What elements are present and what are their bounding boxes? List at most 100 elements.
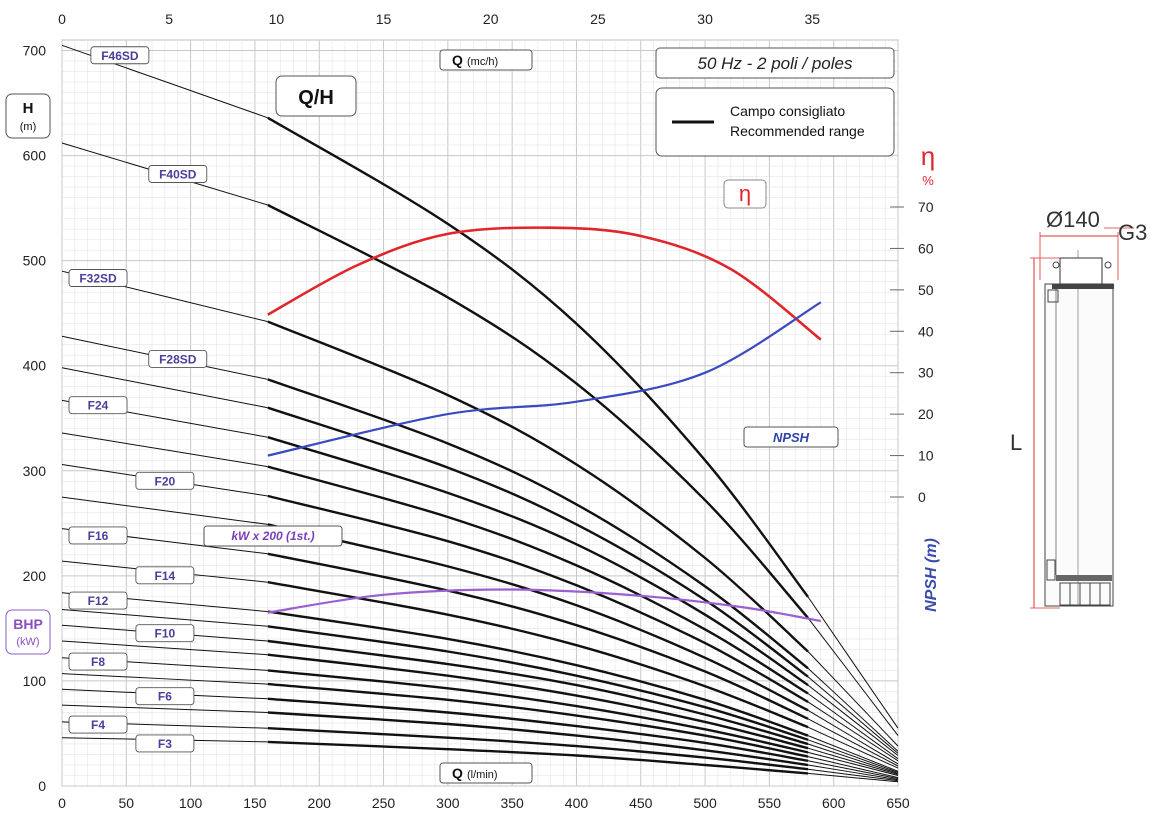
qh-curve-f9-low (61, 640, 268, 656)
y-npsh-label: NPSH (m) (923, 538, 940, 612)
qh-curve-f40sd-high (807, 617, 899, 736)
x-top-tick-label: 5 (165, 11, 173, 27)
qh-curve-f3-high (807, 772, 899, 783)
x-bottom-tick-label: 250 (372, 795, 396, 811)
y-eta-tick-label: 30 (918, 365, 934, 381)
qh-curve-f4-high (807, 768, 899, 782)
qh-curve-f5-high (807, 764, 899, 781)
chart-title: Q/H (298, 87, 334, 109)
y-eta-tick-label: 70 (918, 199, 934, 215)
qh-curve-f7-low (61, 673, 268, 685)
y-left-tick-label: 500 (23, 253, 47, 269)
outlet-label: G3 (1118, 220, 1147, 245)
x-top-tick-label: 20 (483, 11, 499, 27)
qh-curve-f10-high (807, 743, 899, 774)
qh-curve-f3 (267, 740, 809, 775)
y-left-tick-label: 400 (23, 358, 47, 374)
qh-curve-f20-high (807, 701, 899, 762)
series-tag-f10: F10 (155, 627, 176, 641)
legend-line-label-2: Recommended range (730, 123, 865, 139)
y-eta-tick-label: 0 (918, 489, 926, 505)
series-tag-f28sd: F28SD (159, 352, 197, 366)
qh-curve-f6-high (807, 760, 899, 780)
series-tag-f46sd: F46SD (101, 49, 139, 63)
series-tag-f4: F4 (91, 718, 105, 732)
chart-curves (61, 44, 899, 783)
legend-box (655, 87, 895, 157)
qh-curve-f4 (267, 727, 809, 771)
x-bottom-tick-label: 350 (500, 795, 524, 811)
y-eta-tick-label: 20 (918, 406, 934, 422)
x-bottom-tick-label: 650 (886, 795, 910, 811)
x-top-tick-label: 30 (697, 11, 713, 27)
series-tag-box (135, 687, 195, 706)
qh-curve-f32sd-high (807, 651, 899, 747)
qh-curve-f32sd (267, 320, 809, 653)
subtitle-box (655, 47, 895, 79)
series-tag-f3: F3 (158, 737, 172, 751)
eta-curve-tag: η (739, 181, 751, 206)
qh-curve-f11-low (61, 609, 268, 627)
npsh-curve-tag-box (743, 426, 839, 448)
series-tag-f6: F6 (158, 690, 172, 704)
series-tag-f16: F16 (88, 529, 109, 543)
x-top-label-unit: (mc/h) (467, 56, 498, 68)
y-left-tick-label: 0 (38, 778, 46, 794)
qh-curve-f24-high (807, 684, 899, 756)
kw-curve-tag-box (203, 525, 343, 547)
x-bottom-tick-label: 550 (758, 795, 782, 811)
legend-line-label-1: Campo consigliato (730, 103, 845, 119)
chart-subtitle: 50 Hz - 2 poli / poles (698, 54, 853, 73)
qh-curve-f5 (267, 711, 809, 767)
series-tag-f24: F24 (88, 399, 109, 413)
y-eta-tick-label: 60 (918, 240, 934, 256)
series-tag-box (148, 165, 208, 183)
series-tag-box (135, 624, 195, 643)
kw-curve (267, 588, 821, 623)
qh-curve-f8-high (807, 751, 899, 776)
qh-curve-f11 (267, 625, 809, 741)
dimension-lines (1030, 227, 1134, 609)
qh-curve-f9-high (807, 747, 899, 775)
chart-grid (61, 39, 904, 787)
npsh-curve-tag: NPSH (773, 430, 810, 445)
y-left-tick-label: 200 (23, 568, 47, 584)
qh-curve-f8 (267, 669, 809, 754)
x-top-tick-label: 10 (269, 11, 285, 27)
qh-curve-f9 (267, 653, 809, 750)
eta-curve-tag-box (723, 179, 767, 209)
y-left-tick-label: 100 (23, 673, 47, 689)
pump-body (1044, 250, 1114, 607)
qh-curve-f18-low (61, 496, 268, 525)
pump-dimension-drawing: Ø140 G3 L (1010, 207, 1147, 609)
series-tag-f20: F20 (155, 474, 176, 488)
x-bottom-tick-label: 50 (119, 795, 135, 811)
chart-labels: F46SD F40SD F32SD F28SD F24 F20 F16 F14 F12 F10 F8… (68, 46, 208, 753)
x-top-label-symbol: Q (452, 52, 463, 68)
y-left-label-symbol: H (23, 100, 34, 117)
y-bhp-label-symbol: BHP (13, 616, 43, 632)
x-bottom-label-box (439, 762, 533, 784)
y-left-label-box (5, 93, 51, 139)
series-tag-box (68, 652, 128, 671)
y-eta-tick-label: 10 (918, 448, 934, 464)
qh-curve-f12 (267, 610, 809, 737)
qh-curve-f14 (267, 581, 809, 729)
series-tag-box (135, 734, 195, 753)
qh-curve-f46sd-low (61, 44, 268, 119)
qh-curve-f40sd (267, 203, 809, 619)
qh-curve-f5-low (61, 704, 268, 713)
y-eta-tick-label: 40 (918, 323, 934, 339)
qh-curve-f26 (267, 406, 809, 678)
kw-curve-tag: kW x 200 (1st.) (231, 529, 314, 543)
title-box (275, 75, 357, 117)
qh-curve-f46sd-high (807, 596, 899, 729)
y-eta-label-unit: % (922, 173, 934, 188)
series-tag-f8: F8 (91, 655, 105, 669)
qh-curve-f7 (267, 682, 809, 758)
qh-curve-f46sd (267, 116, 809, 598)
qh-curve-f22 (267, 465, 809, 695)
y-left-label-unit: (m) (20, 121, 37, 133)
qh-curve-f24 (267, 436, 809, 687)
